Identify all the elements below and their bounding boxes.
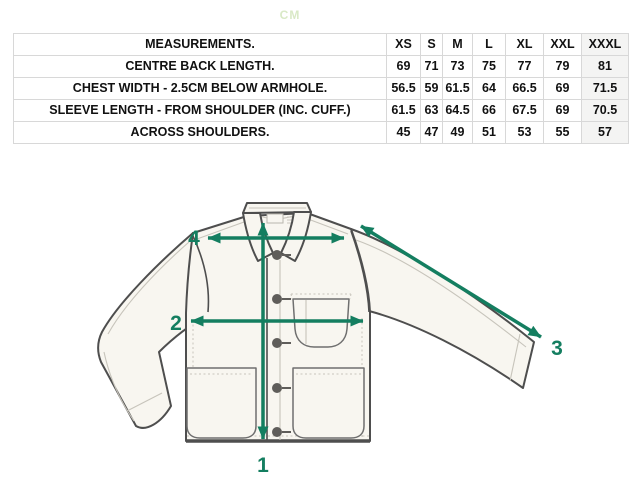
marker-number-4: 4 <box>188 227 200 250</box>
sleeve-length-arrow <box>360 224 542 339</box>
size-col-header-xxl: XXL <box>543 33 582 56</box>
value-cell: 63 <box>420 99 443 122</box>
marker-number-2: 2 <box>170 312 182 335</box>
right-lower-pocket <box>292 367 365 439</box>
value-cell: 53 <box>505 121 544 144</box>
value-cell: 47 <box>420 121 443 144</box>
value-cell: 67.5 <box>505 99 544 122</box>
value-cell: 69 <box>543 99 582 122</box>
value-cell: 66.5 <box>505 77 544 100</box>
table-row-sleeve-length: SLEEVE LENGTH - FROM SHOULDER (INC. CUFF… <box>13 99 629 122</box>
value-cell: 45 <box>386 121 421 144</box>
value-cell: 49 <box>442 121 473 144</box>
size-col-header-s: S <box>420 33 443 56</box>
value-cell: 61.5 <box>386 99 421 122</box>
value-cell: 71 <box>420 55 443 78</box>
left-lower-pocket <box>186 367 257 439</box>
measurement-label-cell: CHEST WIDTH - 2.5CM BELOW ARMHOLE. <box>13 77 387 100</box>
marker-number-1: 1 <box>257 454 269 477</box>
value-cell: 71.5 <box>581 77 629 100</box>
table-row-chest-width: CHEST WIDTH - 2.5CM BELOW ARMHOLE. 56.5 … <box>13 77 629 100</box>
table-header-row: MEASUREMENTS. XS S M L XL XXL XXXL <box>13 33 629 56</box>
value-cell: 81 <box>581 55 629 78</box>
table-row-across-shoulders: ACROSS SHOULDERS. 45 47 49 51 53 55 57 <box>13 121 629 144</box>
marker-number-3: 3 <box>551 337 563 360</box>
size-col-header-m: M <box>442 33 473 56</box>
measurement-label-cell: ACROSS SHOULDERS. <box>13 121 387 144</box>
value-cell: 75 <box>472 55 506 78</box>
value-cell: 66 <box>472 99 506 122</box>
value-cell: 61.5 <box>442 77 473 100</box>
value-cell: 77 <box>505 55 544 78</box>
value-cell: 69 <box>386 55 421 78</box>
unit-label-cm: CM <box>279 8 301 22</box>
measurements-table: MEASUREMENTS. XS S M L XL XXL XXXL CENTR… <box>13 33 629 144</box>
value-cell: 64 <box>472 77 506 100</box>
value-cell: 51 <box>472 121 506 144</box>
value-cell: 79 <box>543 55 582 78</box>
size-col-header-l: L <box>472 33 506 56</box>
value-cell: 55 <box>543 121 582 144</box>
size-col-header-xxxl: XXXL <box>581 33 629 56</box>
size-col-header-xs: XS <box>386 33 421 56</box>
size-col-header-xl: XL <box>505 33 544 56</box>
front-buttons <box>272 250 291 437</box>
value-cell: 57 <box>581 121 629 144</box>
jacket-size-diagram: 1 2 3 4 <box>0 150 640 502</box>
value-cell: 70.5 <box>581 99 629 122</box>
value-cell: 64.5 <box>442 99 473 122</box>
value-cell: 73 <box>442 55 473 78</box>
value-cell: 59 <box>420 77 443 100</box>
value-cell: 56.5 <box>386 77 421 100</box>
collar-brand-label <box>266 213 284 224</box>
value-cell: 69 <box>543 77 582 100</box>
measurement-label-cell: SLEEVE LENGTH - FROM SHOULDER (INC. CUFF… <box>13 99 387 122</box>
measurements-header-cell: MEASUREMENTS. <box>13 33 387 56</box>
jacket-right-sleeve <box>350 228 535 389</box>
jacket-technical-drawing: 1 2 3 4 <box>97 202 563 477</box>
measurement-label-cell: CENTRE BACK LENGTH. <box>13 55 387 78</box>
table-row-centre-back-length: CENTRE BACK LENGTH. 69 71 73 75 77 79 81 <box>13 55 629 78</box>
